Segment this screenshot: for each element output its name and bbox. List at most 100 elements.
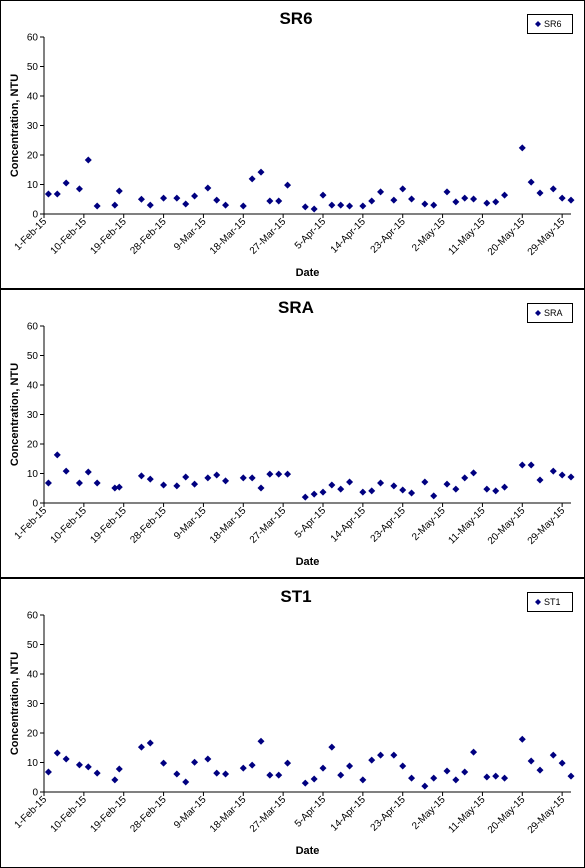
data-point [346, 478, 354, 486]
data-point [248, 761, 256, 769]
y-tick-label: 50 [27, 62, 39, 73]
y-tick-label: 10 [27, 180, 39, 191]
data-point [213, 471, 221, 479]
chart-title: SR6 [279, 9, 312, 28]
legend-marker [535, 599, 541, 605]
data-point [84, 468, 92, 476]
data-point [443, 480, 451, 488]
data-point [53, 749, 61, 757]
chart-title: ST1 [280, 587, 311, 606]
data-point [137, 195, 145, 203]
data-point [284, 759, 292, 767]
data-point [266, 197, 274, 205]
data-point [377, 751, 385, 759]
data-point [191, 192, 199, 200]
data-point [377, 479, 385, 487]
data-point [452, 776, 460, 784]
data-point [248, 175, 256, 183]
data-point [421, 782, 429, 790]
data-point [346, 202, 354, 210]
data-point [549, 467, 557, 475]
data-point [213, 769, 221, 777]
data-point [266, 470, 274, 478]
data-point [399, 762, 407, 770]
data-point [567, 196, 575, 204]
data-point [408, 195, 416, 203]
data-point [111, 776, 119, 784]
data-point [173, 194, 181, 202]
data-point [84, 156, 92, 164]
data-point [399, 486, 407, 494]
data-point [137, 743, 145, 751]
data-point [470, 195, 478, 203]
legend-marker [535, 21, 541, 27]
data-point [421, 478, 429, 486]
data-point [492, 198, 500, 206]
x-axis-label: Date [296, 845, 320, 857]
data-point [257, 168, 265, 176]
y-tick-label: 30 [27, 699, 39, 710]
legend: SRA [527, 303, 573, 323]
data-point [62, 179, 70, 187]
y-tick-label: 50 [27, 351, 39, 362]
data-point [160, 194, 168, 202]
data-point [461, 474, 469, 482]
data-point [75, 479, 83, 487]
data-point [492, 772, 500, 780]
data-point [390, 751, 398, 759]
data-point [337, 201, 345, 209]
data-point [275, 470, 283, 478]
data-point [368, 756, 376, 764]
data-point [284, 181, 292, 189]
y-tick-label: 40 [27, 670, 39, 681]
data-point [111, 484, 119, 492]
legend-label: SRA [544, 308, 563, 318]
data-point [275, 197, 283, 205]
data-point [359, 202, 367, 210]
data-point [53, 451, 61, 459]
data-point [310, 205, 318, 213]
y-tick-label: 20 [27, 440, 39, 451]
legend-box [527, 592, 573, 612]
data-point [408, 774, 416, 782]
data-point [160, 759, 168, 767]
y-tick-label: 40 [27, 381, 39, 392]
data-point [319, 488, 327, 496]
data-point [527, 757, 535, 765]
data-point [319, 764, 327, 772]
data-point [501, 774, 509, 782]
data-point [93, 769, 101, 777]
y-tick-label: 60 [27, 33, 39, 44]
y-tick-label: 10 [27, 469, 39, 480]
y-tick-label: 20 [27, 729, 39, 740]
data-point [53, 190, 61, 198]
data-point [567, 772, 575, 780]
y-tick-label: 60 [27, 611, 39, 622]
data-point [452, 198, 460, 206]
y-tick-label: 30 [27, 410, 39, 421]
data-point [204, 755, 212, 763]
data-point [146, 475, 154, 483]
data-point [93, 479, 101, 487]
data-point [239, 202, 247, 210]
data-point [430, 492, 438, 500]
data-point [549, 185, 557, 193]
data-point [461, 768, 469, 776]
data-point [182, 200, 190, 208]
data-point [421, 200, 429, 208]
x-axis-label: Date [296, 267, 320, 279]
data-point [257, 484, 265, 492]
data-point [518, 144, 526, 152]
legend-label: ST1 [544, 597, 561, 607]
data-point [452, 485, 460, 493]
data-point [368, 487, 376, 495]
data-point [44, 190, 52, 198]
y-tick-label: 30 [27, 121, 39, 132]
y-tick-label: 60 [27, 322, 39, 333]
data-point [319, 191, 327, 199]
y-axis-label: Concentration, NTU [9, 74, 21, 177]
data-point [301, 203, 309, 211]
data-point [111, 201, 119, 209]
panel-border [0, 578, 585, 868]
